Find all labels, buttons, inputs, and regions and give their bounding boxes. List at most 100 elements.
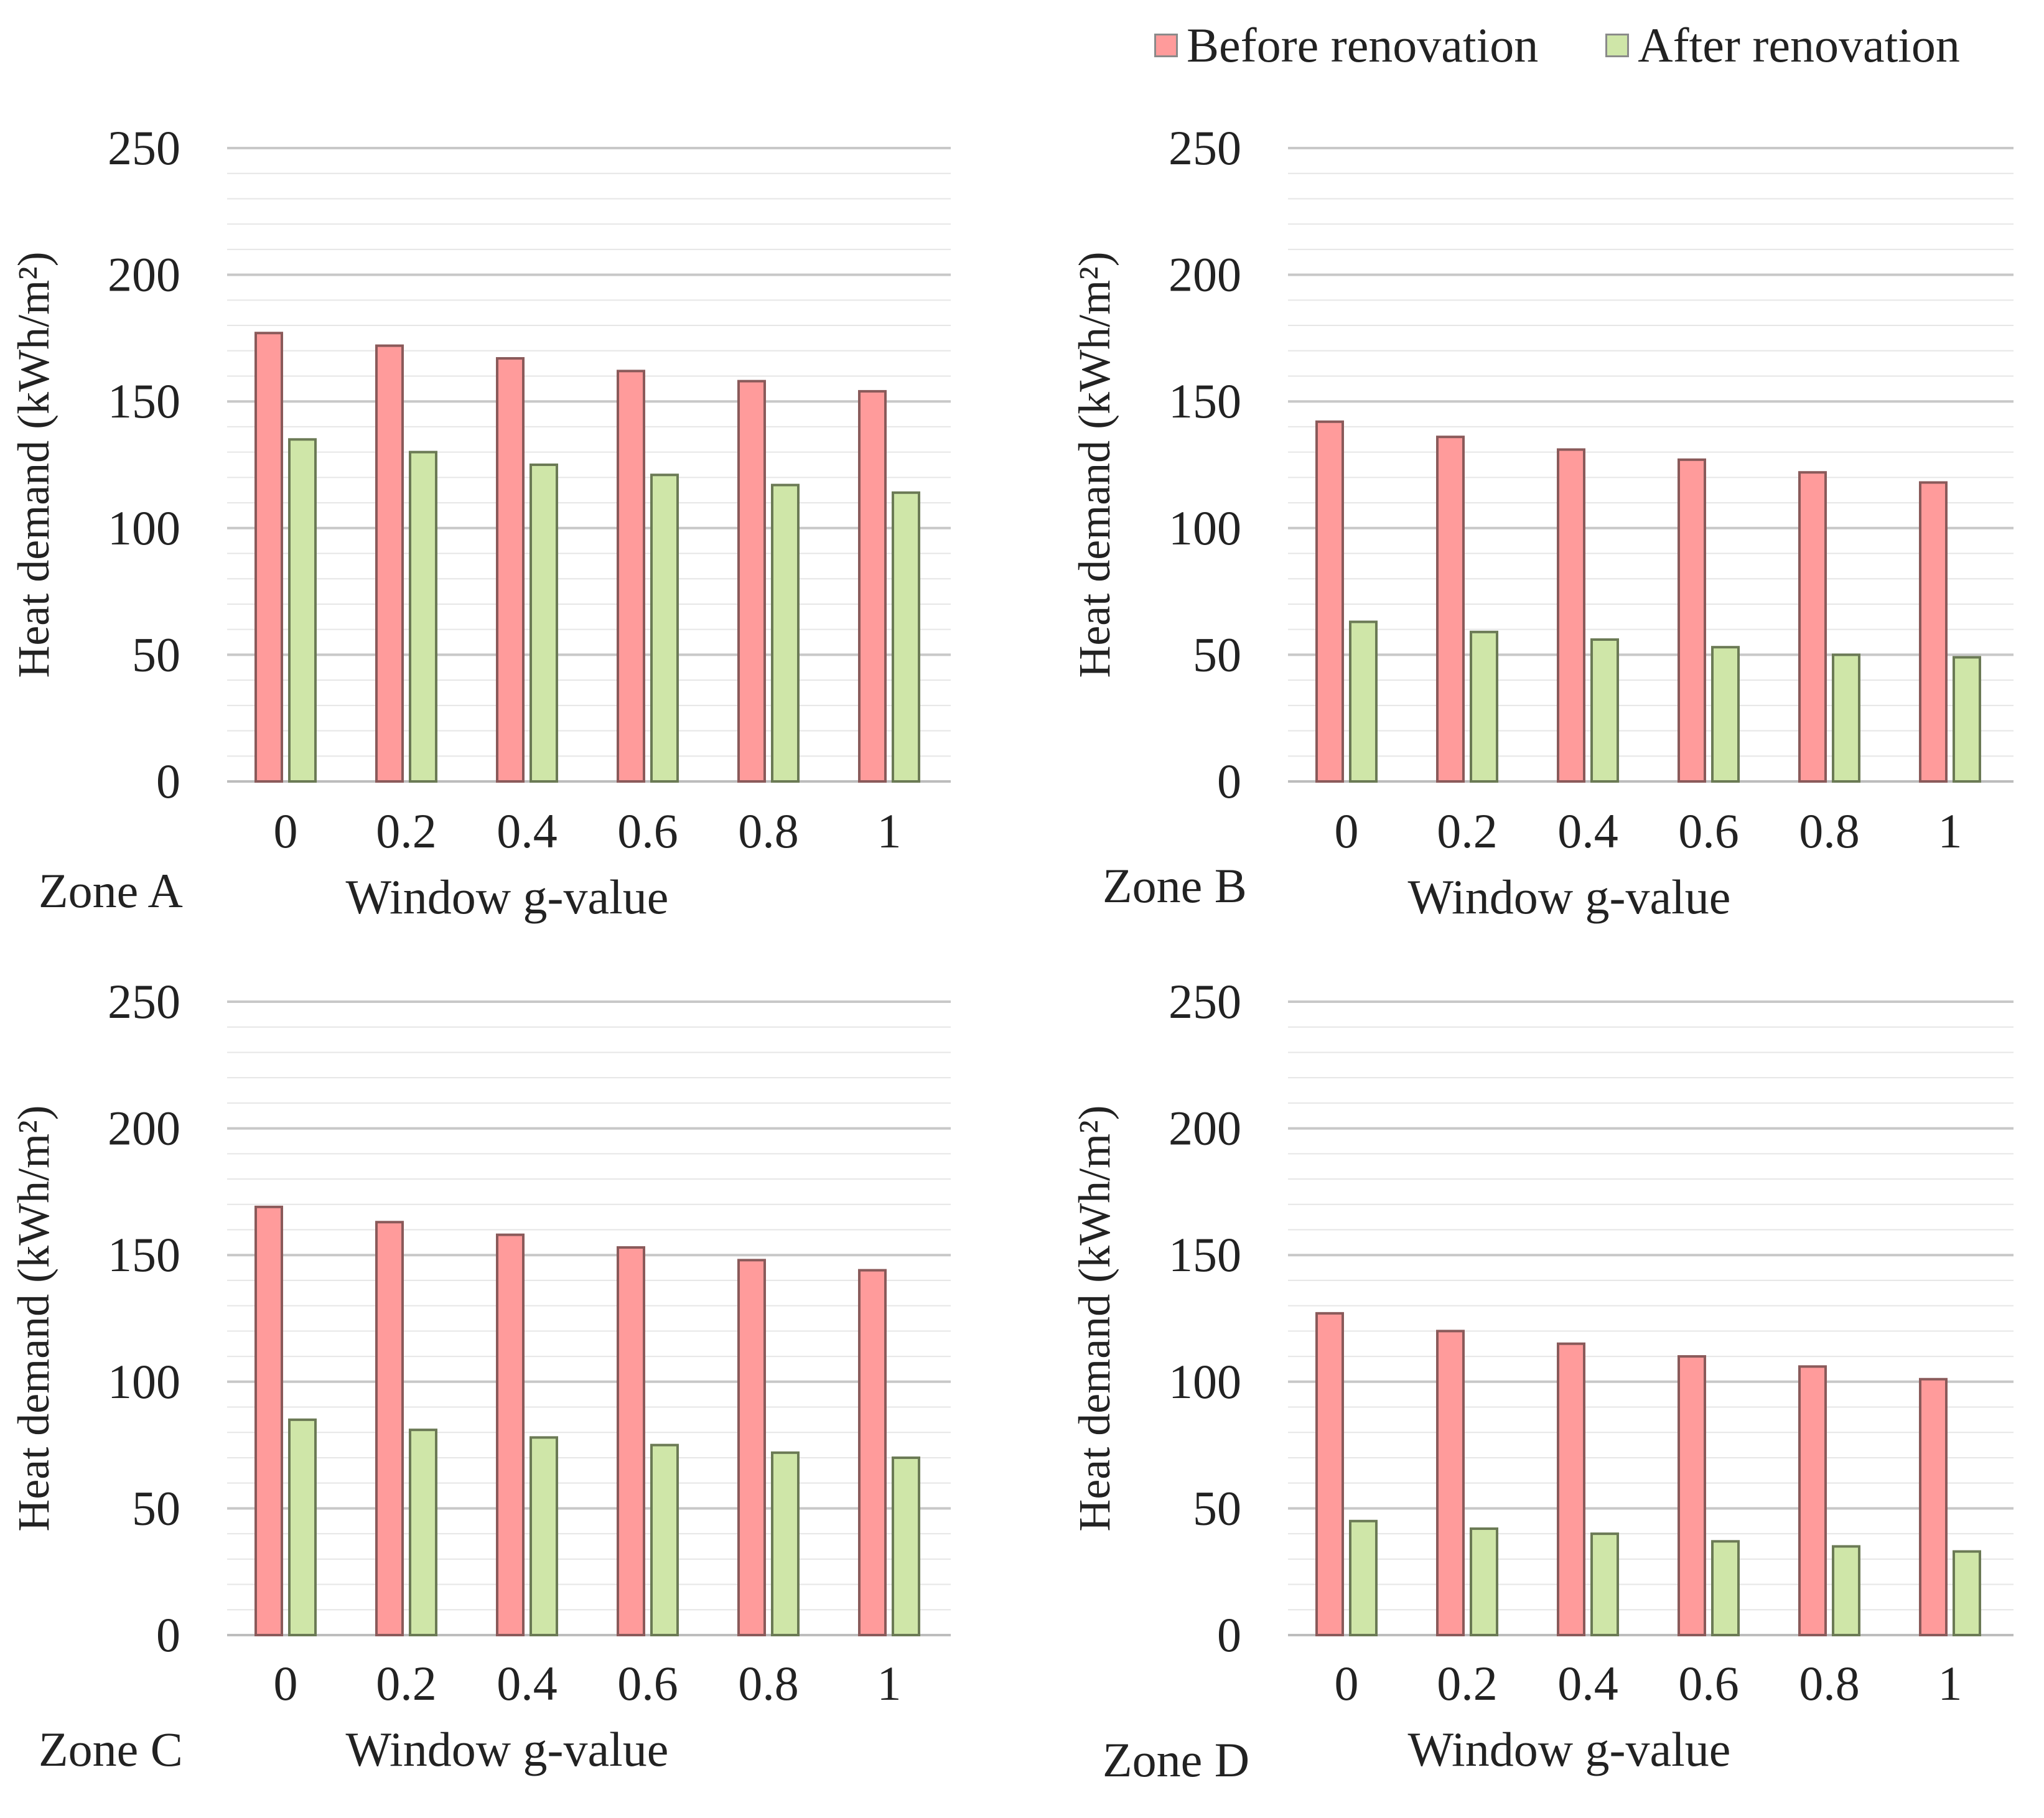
bar-before-renovation bbox=[617, 1246, 645, 1636]
bar-before-renovation bbox=[1557, 1342, 1585, 1636]
bar-after-renovation bbox=[650, 1443, 679, 1637]
zone-label: Zone C bbox=[39, 1722, 183, 1776]
x-tick-label: 1 bbox=[1938, 804, 1962, 858]
y-tick-label: 0 bbox=[1217, 1608, 1241, 1662]
bar-before-renovation bbox=[1557, 448, 1585, 783]
x-tick-label: 1 bbox=[877, 1656, 902, 1710]
bar-after-renovation bbox=[530, 1436, 558, 1637]
y-tick-label: 100 bbox=[1169, 501, 1241, 555]
y-tick-label: 50 bbox=[132, 627, 180, 681]
zone-label: Zone D bbox=[1103, 1733, 1249, 1787]
zone-label: Zone B bbox=[1103, 859, 1247, 913]
bar-before-renovation bbox=[254, 332, 283, 783]
bar-before-renovation bbox=[375, 344, 404, 783]
bar-after-renovation bbox=[650, 473, 679, 783]
y-axis-label: Heat demand (kWh/m²) bbox=[9, 1105, 58, 1531]
bar-before-renovation bbox=[375, 1221, 404, 1637]
bar-after-renovation bbox=[1470, 630, 1498, 783]
legend-swatch-after bbox=[1605, 34, 1630, 57]
bar-after-renovation bbox=[892, 491, 920, 783]
x-tick-label: 0.2 bbox=[1437, 1656, 1498, 1710]
bar-after-renovation bbox=[409, 1429, 437, 1636]
bar-after-renovation bbox=[288, 438, 317, 783]
x-tick-label: 0.6 bbox=[617, 1656, 678, 1710]
x-axis-label: Window g-value bbox=[346, 870, 669, 924]
y-tick-label: 250 bbox=[1169, 121, 1241, 175]
y-tick-label: 100 bbox=[1169, 1354, 1241, 1409]
x-tick-label: 0.8 bbox=[1799, 804, 1860, 858]
x-tick-label: 0 bbox=[274, 804, 298, 858]
x-tick-label: 0.4 bbox=[497, 804, 558, 858]
y-tick-label: 250 bbox=[108, 121, 180, 175]
bar-before-renovation bbox=[1436, 436, 1465, 783]
x-tick-label: 0 bbox=[274, 1656, 298, 1710]
y-tick-label: 200 bbox=[1169, 248, 1241, 302]
x-tick-label: 0.2 bbox=[1437, 804, 1498, 858]
y-tick-label: 150 bbox=[108, 374, 180, 428]
legend: Before renovation After renovation bbox=[1154, 17, 1960, 73]
x-tick-label: 1 bbox=[877, 804, 902, 858]
y-tick-label: 0 bbox=[156, 754, 180, 808]
bar-after-renovation bbox=[1349, 620, 1378, 783]
x-tick-label: 1 bbox=[1938, 1656, 1962, 1710]
y-axis-label: Heat demand (kWh/m²) bbox=[1070, 251, 1119, 678]
legend-item-after: After renovation bbox=[1605, 17, 1960, 73]
y-tick-label: 250 bbox=[1169, 974, 1241, 1028]
bar-before-renovation bbox=[254, 1205, 283, 1637]
y-tick-label: 150 bbox=[108, 1228, 180, 1282]
y-tick-label: 50 bbox=[132, 1481, 180, 1535]
x-tick-label: 0.6 bbox=[1678, 1656, 1739, 1710]
bar-before-renovation bbox=[1436, 1330, 1465, 1637]
bar-after-renovation bbox=[1349, 1519, 1378, 1637]
y-tick-label: 0 bbox=[156, 1608, 180, 1662]
x-tick-label: 0.2 bbox=[376, 1656, 437, 1710]
y-tick-label: 200 bbox=[108, 248, 180, 302]
bar-after-renovation bbox=[530, 464, 558, 783]
y-tick-label: 100 bbox=[108, 1354, 180, 1409]
x-tick-label: 0.4 bbox=[497, 1656, 558, 1710]
y-axis-label: Heat demand (kWh/m²) bbox=[9, 251, 58, 678]
bar-before-renovation bbox=[617, 370, 645, 783]
bar-before-renovation bbox=[1919, 1377, 1948, 1637]
x-tick-label: 0.6 bbox=[1678, 804, 1739, 858]
x-tick-label: 0.4 bbox=[1557, 1656, 1618, 1710]
bar-after-renovation bbox=[1470, 1527, 1498, 1637]
bar-before-renovation bbox=[1919, 481, 1948, 783]
bar-after-renovation bbox=[1590, 1532, 1619, 1637]
legend-swatch-before bbox=[1154, 34, 1178, 57]
bar-before-renovation bbox=[858, 389, 887, 783]
bar-before-renovation bbox=[1315, 1312, 1344, 1636]
bar-before-renovation bbox=[1798, 471, 1827, 783]
y-tick-label: 200 bbox=[108, 1101, 180, 1155]
bar-after-renovation bbox=[1711, 646, 1740, 783]
bar-before-renovation bbox=[496, 1233, 525, 1636]
y-tick-label: 0 bbox=[1217, 754, 1241, 808]
bar-after-renovation bbox=[771, 1451, 800, 1636]
legend-label-before: Before renovation bbox=[1187, 18, 1539, 72]
bar-after-renovation bbox=[1953, 656, 1981, 783]
legend-item-before: Before renovation bbox=[1154, 17, 1538, 73]
bar-before-renovation bbox=[1798, 1365, 1827, 1636]
bar-after-renovation bbox=[771, 483, 800, 783]
y-tick-label: 200 bbox=[1169, 1101, 1241, 1155]
bar-after-renovation bbox=[1832, 1545, 1860, 1636]
bar-before-renovation bbox=[496, 357, 525, 783]
y-axis-label: Heat demand (kWh/m²) bbox=[1070, 1105, 1119, 1531]
y-tick-label: 250 bbox=[108, 974, 180, 1028]
bar-after-renovation bbox=[288, 1418, 317, 1636]
bar-before-renovation bbox=[737, 380, 766, 783]
legend-label-after: After renovation bbox=[1638, 18, 1960, 72]
x-tick-label: 0.6 bbox=[617, 804, 678, 858]
bar-before-renovation bbox=[737, 1259, 766, 1636]
x-tick-label: 0 bbox=[1335, 804, 1359, 858]
y-tick-label: 50 bbox=[1193, 1481, 1241, 1535]
bar-before-renovation bbox=[1315, 420, 1344, 783]
x-tick-label: 0 bbox=[1335, 1656, 1359, 1710]
bar-after-renovation bbox=[1953, 1550, 1981, 1637]
y-tick-label: 50 bbox=[1193, 627, 1241, 681]
bar-before-renovation bbox=[1678, 1355, 1706, 1637]
y-tick-label: 100 bbox=[108, 501, 180, 555]
x-tick-label: 0.8 bbox=[738, 1656, 799, 1710]
y-tick-label: 150 bbox=[1169, 1228, 1241, 1282]
